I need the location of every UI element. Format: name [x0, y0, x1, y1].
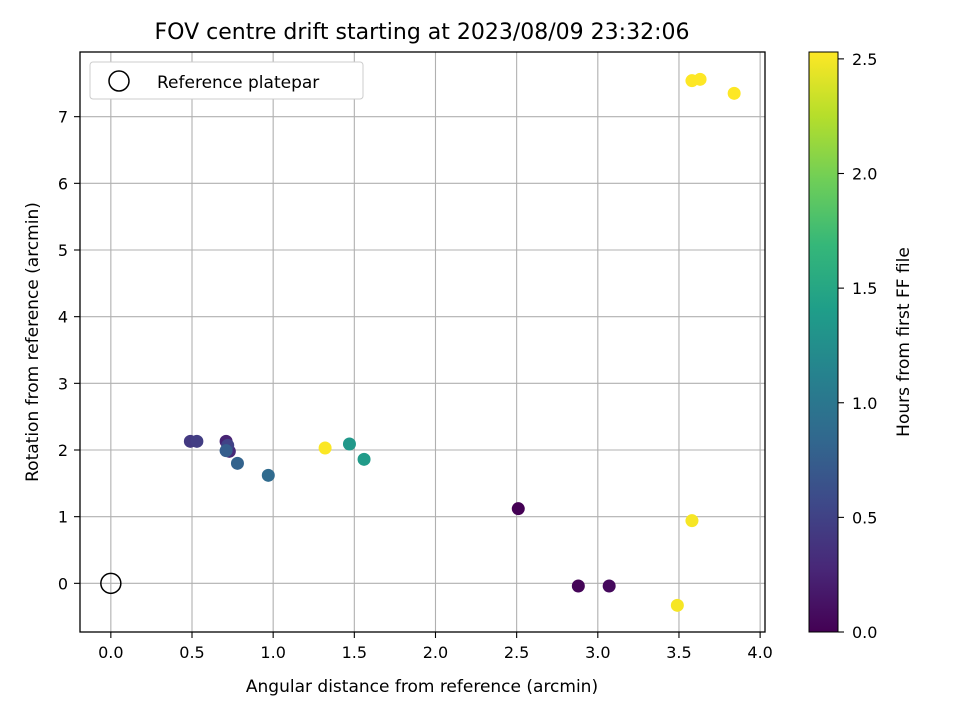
data-point: [602, 579, 616, 593]
x-tick-label: 0.0: [98, 643, 123, 662]
y-tick-label: 5: [58, 241, 68, 260]
grid: [80, 52, 765, 632]
colorbar-tick-label: 2.0: [852, 165, 877, 184]
data-points: [100, 72, 741, 612]
data-point: [190, 434, 204, 448]
data-point: [357, 452, 371, 466]
x-tick-label: 2.5: [504, 643, 529, 662]
y-tick-label: 0: [58, 574, 68, 593]
legend-marker-open-circle: [108, 70, 130, 92]
data-point: [727, 86, 741, 100]
colorbar: 0.0 0.5 1.0 1.5 2.0 2.5 Hours from first FF f…: [808, 50, 914, 642]
data-point: [693, 72, 707, 86]
colorbar-tick-label: 1.0: [852, 394, 877, 413]
y-axis-ticks: 0 1 2 3 4 5 6 7: [58, 108, 80, 593]
y-axis-label: Rotation from reference (arcmin): [23, 202, 43, 482]
legend: Reference platepar: [89, 61, 364, 100]
data-point: [230, 456, 244, 470]
y-tick-label: 3: [58, 374, 68, 393]
data-point: [511, 502, 525, 516]
y-tick-label: 1: [58, 508, 68, 527]
colorbar-tick-label: 2.5: [852, 50, 877, 69]
x-tick-label: 2.0: [423, 643, 448, 662]
colorbar-tick-label: 1.5: [852, 279, 877, 298]
colorbar-gradient: [809, 52, 838, 632]
legend-entry-reference: Reference platepar: [157, 73, 319, 93]
data-point: [670, 598, 684, 612]
colorbar-tick-label: 0.0: [852, 623, 877, 642]
data-point: [342, 437, 356, 451]
colorbar-ticks: 0.0 0.5 1.0 1.5 2.0 2.5: [838, 50, 877, 642]
y-tick-label: 2: [58, 441, 68, 460]
plot-frame: [79, 51, 766, 633]
x-axis-label: Angular distance from reference (arcmin): [246, 677, 598, 697]
chart-title: FOV centre drift starting at 2023/08/09 …: [155, 20, 690, 45]
legend-box: [89, 61, 364, 100]
colorbar-label: Hours from first FF file: [894, 247, 914, 437]
x-tick-label: 4.0: [747, 643, 772, 662]
x-tick-label: 3.0: [585, 643, 610, 662]
data-point: [318, 441, 332, 455]
data-point: [571, 579, 585, 593]
x-axis-ticks: 0.0 0.5 1.0 1.5 2.0 2.5 3.0 3.5 4.0: [98, 632, 773, 662]
data-point: [261, 468, 275, 482]
x-tick-label: 3.5: [666, 643, 691, 662]
y-tick-label: 4: [58, 308, 68, 327]
data-point: [685, 514, 699, 528]
x-tick-label: 0.5: [179, 643, 204, 662]
y-tick-label: 7: [58, 108, 68, 127]
data-point: [219, 444, 233, 458]
y-tick-label: 6: [58, 174, 68, 193]
colorbar-tick-label: 0.5: [852, 508, 877, 527]
reference-platepar-marker: [100, 572, 122, 595]
x-tick-label: 1.5: [342, 643, 367, 662]
x-tick-label: 1.0: [260, 643, 285, 662]
colorbar-frame: [808, 51, 839, 633]
